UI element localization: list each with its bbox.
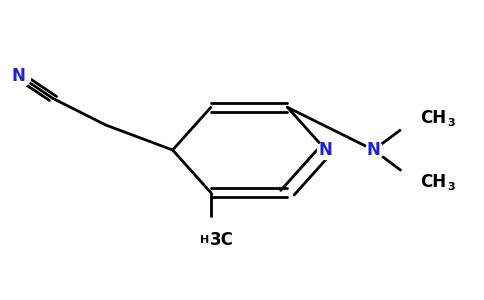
Text: CH: CH <box>421 109 447 127</box>
Text: N: N <box>319 141 333 159</box>
Text: 3: 3 <box>448 182 455 192</box>
Text: H: H <box>200 235 210 245</box>
Text: 3: 3 <box>448 118 455 128</box>
Text: N: N <box>367 141 380 159</box>
Text: N: N <box>12 67 26 85</box>
Text: CH: CH <box>421 173 447 191</box>
Text: 3C: 3C <box>210 231 233 249</box>
